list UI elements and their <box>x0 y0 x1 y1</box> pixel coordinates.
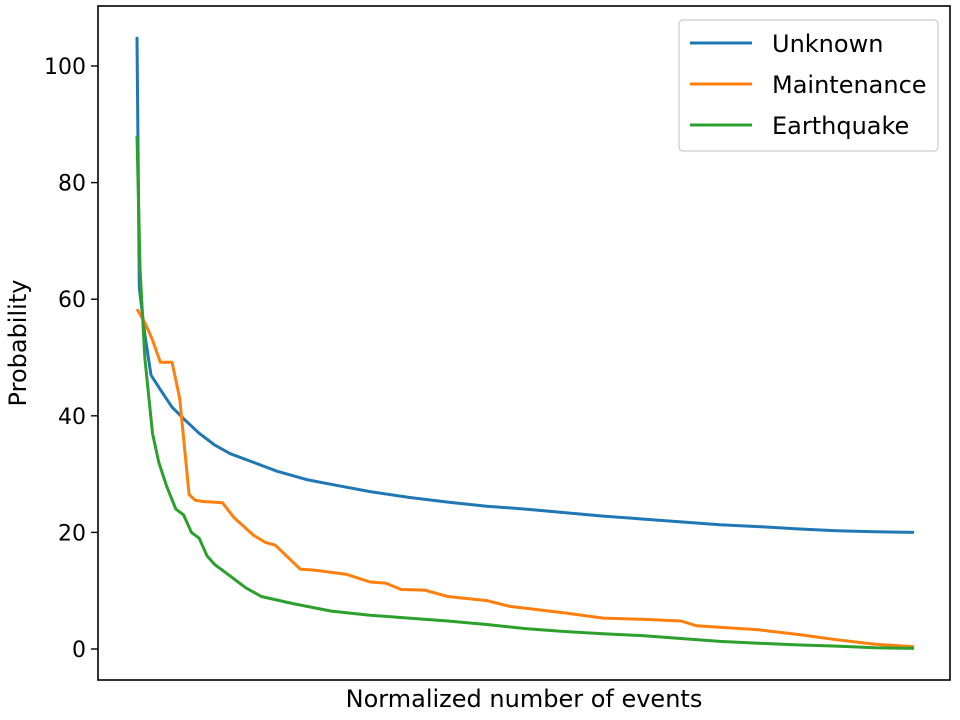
series-line-maintenance <box>135 308 915 649</box>
y-axis: 0 20 40 60 80 100 <box>44 55 98 663</box>
y-tick-label: 100 <box>44 55 86 80</box>
y-tick-label: 80 <box>58 172 86 197</box>
plot-area <box>135 36 915 650</box>
y-tick-label: 40 <box>58 405 86 430</box>
legend-label-earthquake: Earthquake <box>772 112 909 140</box>
legend-box <box>678 19 939 152</box>
series-line-earthquake <box>135 135 915 650</box>
x-axis-label: Normalized number of events <box>346 685 703 713</box>
legend: Unknown Maintenance Earthquake <box>678 19 939 152</box>
axes-frame <box>97 5 951 681</box>
legend-label-maintenance: Maintenance <box>772 71 927 99</box>
y-tick-label: 60 <box>58 288 86 313</box>
legend-label-unknown: Unknown <box>772 30 883 58</box>
y-tick-label: 20 <box>58 521 86 546</box>
y-tick-label: 0 <box>72 638 86 663</box>
y-axis-label: Probability <box>4 280 32 407</box>
series-line-unknown <box>135 36 915 534</box>
